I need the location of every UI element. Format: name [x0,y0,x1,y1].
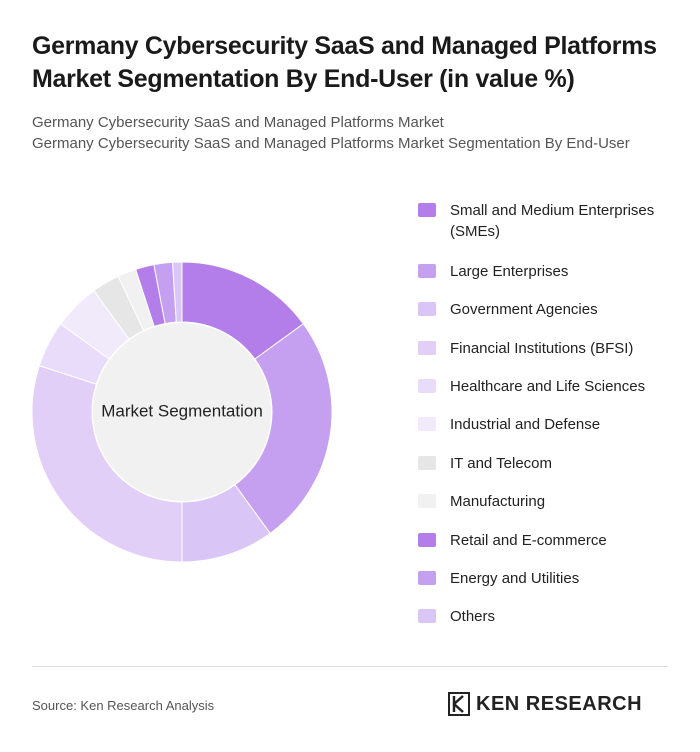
legend-swatch [418,341,436,355]
legend-item: Healthcare and Life Sciences [418,376,668,397]
legend-label: Large Enterprises [450,263,569,280]
legend-item: Energy and Utilities [418,568,668,589]
source: Source: Ken Research Analysis [32,698,215,713]
chart-title: Germany Cybersecurity SaaS and Managed P… [32,32,657,93]
center-label: Market Segmentation [101,401,263,420]
donut-slice [172,261,183,323]
brand-logo [448,692,470,716]
legend-swatch [418,302,436,316]
legend-swatch [418,456,436,470]
legend-item: Manufacturing [418,491,668,512]
legend-item: Financial Institutions (BFSI) [418,338,668,359]
legend-label: Retail and E-commerce [450,532,607,549]
legend-swatch [418,417,436,431]
legend-label: Financial Institutions (BFSI) [450,340,634,357]
brand: KEN RESEARCH [476,693,643,715]
legend-item: Industrial and Defense [418,414,668,435]
legend-label: Government Agencies [450,301,598,318]
legend-swatch [418,494,436,508]
legend-item: Retail and E-commerce [418,530,668,551]
donut-slice [234,323,333,535]
legend-label: Small and Medium Enterprises (SMEs) [450,202,655,240]
subtitle: Germany Cybersecurity SaaS and Managed P… [32,135,630,152]
legend-swatch [418,379,436,393]
legend-label: Others [450,608,496,625]
legend-item: IT and Telecom [418,453,668,474]
legend-item: Others [418,606,668,627]
legend-label: Energy and Utilities [450,570,580,587]
divider [32,666,668,667]
legend-swatch [418,203,436,217]
legend-label: Manufacturing [450,493,546,510]
legend-swatch [418,609,436,623]
legend-swatch [418,264,436,278]
legend-label: Healthcare and Life Sciences [450,378,646,395]
legend-item: Small and Medium Enterprises (SMEs) [418,200,668,242]
donut-hole [93,323,271,501]
legend-swatch [418,571,436,585]
subtitle: Germany Cybersecurity SaaS and Managed P… [32,114,444,131]
legend-item: Government Agencies [418,299,668,320]
legend-swatch [418,533,436,547]
legend-item: Large Enterprises [418,261,668,282]
legend-label: IT and Telecom [450,455,553,472]
legend-label: Industrial and Defense [450,416,601,433]
donut-slice [31,365,183,563]
chart: Market Segmentation [31,261,333,563]
